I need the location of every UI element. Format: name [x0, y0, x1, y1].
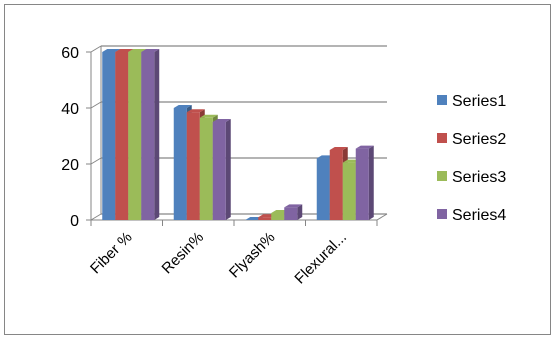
x-tick-label: Resin%: [159, 229, 208, 278]
bar-front: [284, 207, 298, 220]
bar-front: [186, 112, 200, 220]
bar-side: [297, 204, 303, 220]
bar-top: [128, 49, 147, 52]
bar-side: [225, 119, 231, 220]
gridline-depth: [90, 45, 102, 53]
bar-front: [342, 162, 356, 220]
bar-top: [199, 114, 218, 118]
legend-item: Series2: [437, 131, 506, 148]
legend-swatch: [437, 95, 447, 105]
bar-front: [355, 148, 369, 220]
bar-top: [329, 147, 348, 150]
floor-edge: [376, 213, 388, 221]
x-tick-label: Flexural...: [291, 229, 350, 288]
legend-label: Series2: [452, 131, 506, 148]
bar-top: [212, 119, 231, 122]
bar-side: [368, 145, 374, 220]
legend-label: Series4: [452, 207, 506, 224]
chart-canvas: 0 20 40 60 Fiber % Resin% Flyash% Flexur…: [61, 45, 506, 288]
gridline-depth: [90, 101, 102, 109]
chart-area: 0 20 40 60 Fiber % Resin% Flyash% Flexur…: [4, 4, 551, 335]
bar: [284, 204, 303, 220]
gridline-depth: [90, 157, 102, 165]
x-tick-label: Fiber %: [87, 229, 136, 278]
bar-side: [154, 49, 160, 220]
legend-label: Series3: [452, 169, 506, 186]
legend: Series1 Series2 Series3 Series4: [437, 93, 506, 224]
bar-top: [102, 49, 121, 52]
y-tick-label: 60: [61, 45, 79, 62]
bar-top: [115, 49, 134, 52]
bar-top: [186, 109, 205, 113]
bars: [102, 49, 374, 220]
bar-front: [271, 213, 285, 220]
bar: [141, 49, 160, 220]
bar-front: [128, 52, 142, 220]
legend-item: Series1: [437, 93, 506, 110]
bar-front: [316, 158, 330, 220]
bar-front: [329, 150, 343, 220]
legend-swatch: [437, 209, 447, 219]
legend-label: Series1: [452, 93, 506, 110]
bar-top: [173, 105, 192, 108]
x-tick-label: Flyash%: [226, 229, 279, 282]
y-tick-label: 20: [61, 157, 79, 174]
bar: [355, 145, 374, 220]
bar-top: [284, 204, 303, 208]
y-tick-label: 0: [70, 213, 79, 230]
bar-front: [141, 52, 155, 220]
legend-swatch: [437, 171, 447, 181]
legend-swatch: [437, 133, 447, 143]
bar: [212, 119, 231, 220]
bar-front: [102, 52, 116, 220]
bar-front: [258, 217, 272, 220]
bar-front: [212, 122, 226, 220]
bar-top: [355, 145, 374, 149]
x-axis-ticks: Fiber % Resin% Flyash% Flexural...: [87, 229, 350, 288]
gridline-depth: [90, 213, 102, 221]
legend-item: Series4: [437, 207, 506, 224]
bar-top: [141, 49, 160, 52]
y-tick-label: 40: [61, 101, 79, 118]
bar-front: [173, 108, 187, 220]
bar-front: [199, 117, 213, 220]
y-axis-ticks: 0 20 40 60: [61, 45, 79, 230]
legend-item: Series3: [437, 169, 506, 186]
bar-front: [115, 52, 129, 220]
